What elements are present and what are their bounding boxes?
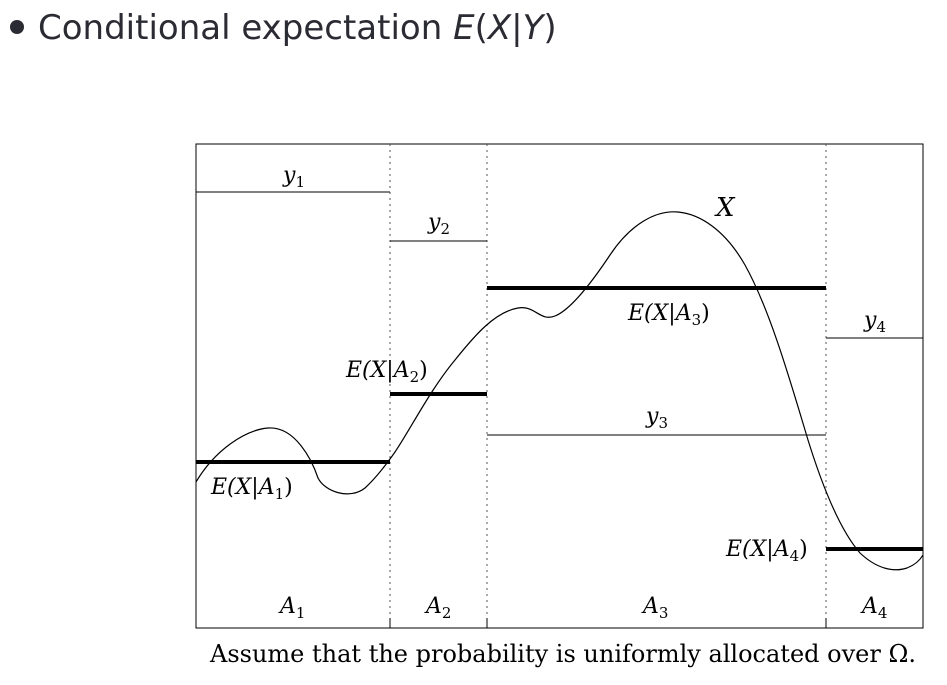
expectation-label-1: E(X|A1) [210, 475, 293, 503]
title-math-open: ( [474, 8, 488, 48]
y-label-1: y1 [282, 163, 305, 191]
title-math-bar: | [511, 8, 523, 48]
title-text: Conditional expectation [38, 8, 454, 48]
title-math-y: Y [522, 8, 544, 48]
y-label-4: y4 [863, 308, 886, 336]
diagram-caption: Assume that the probability is uniformly… [210, 640, 916, 668]
title-math-e: E [453, 8, 475, 48]
slide-title: Conditional expectation E(X|Y) [10, 8, 557, 48]
title-math-close: ) [543, 8, 557, 48]
title-math-x: X [487, 8, 512, 48]
expectation-label-2: E(X|A2) [345, 358, 428, 386]
partition-label-1: A1 [278, 594, 305, 622]
curve-label: X [714, 193, 736, 223]
bullet-icon [10, 19, 24, 34]
partition-label-2: A2 [424, 594, 451, 622]
partition-label-4: A4 [860, 594, 887, 622]
partition-label-3: A3 [641, 594, 668, 622]
expectation-label-3: E(X|A3) [627, 301, 710, 329]
y-label-2: y2 [427, 210, 450, 238]
expectation-label-4: E(X|A4) [725, 537, 808, 565]
random-variable-curve [195, 211, 924, 571]
diagram-frame [195, 143, 924, 629]
y-label-3: y3 [645, 404, 668, 432]
